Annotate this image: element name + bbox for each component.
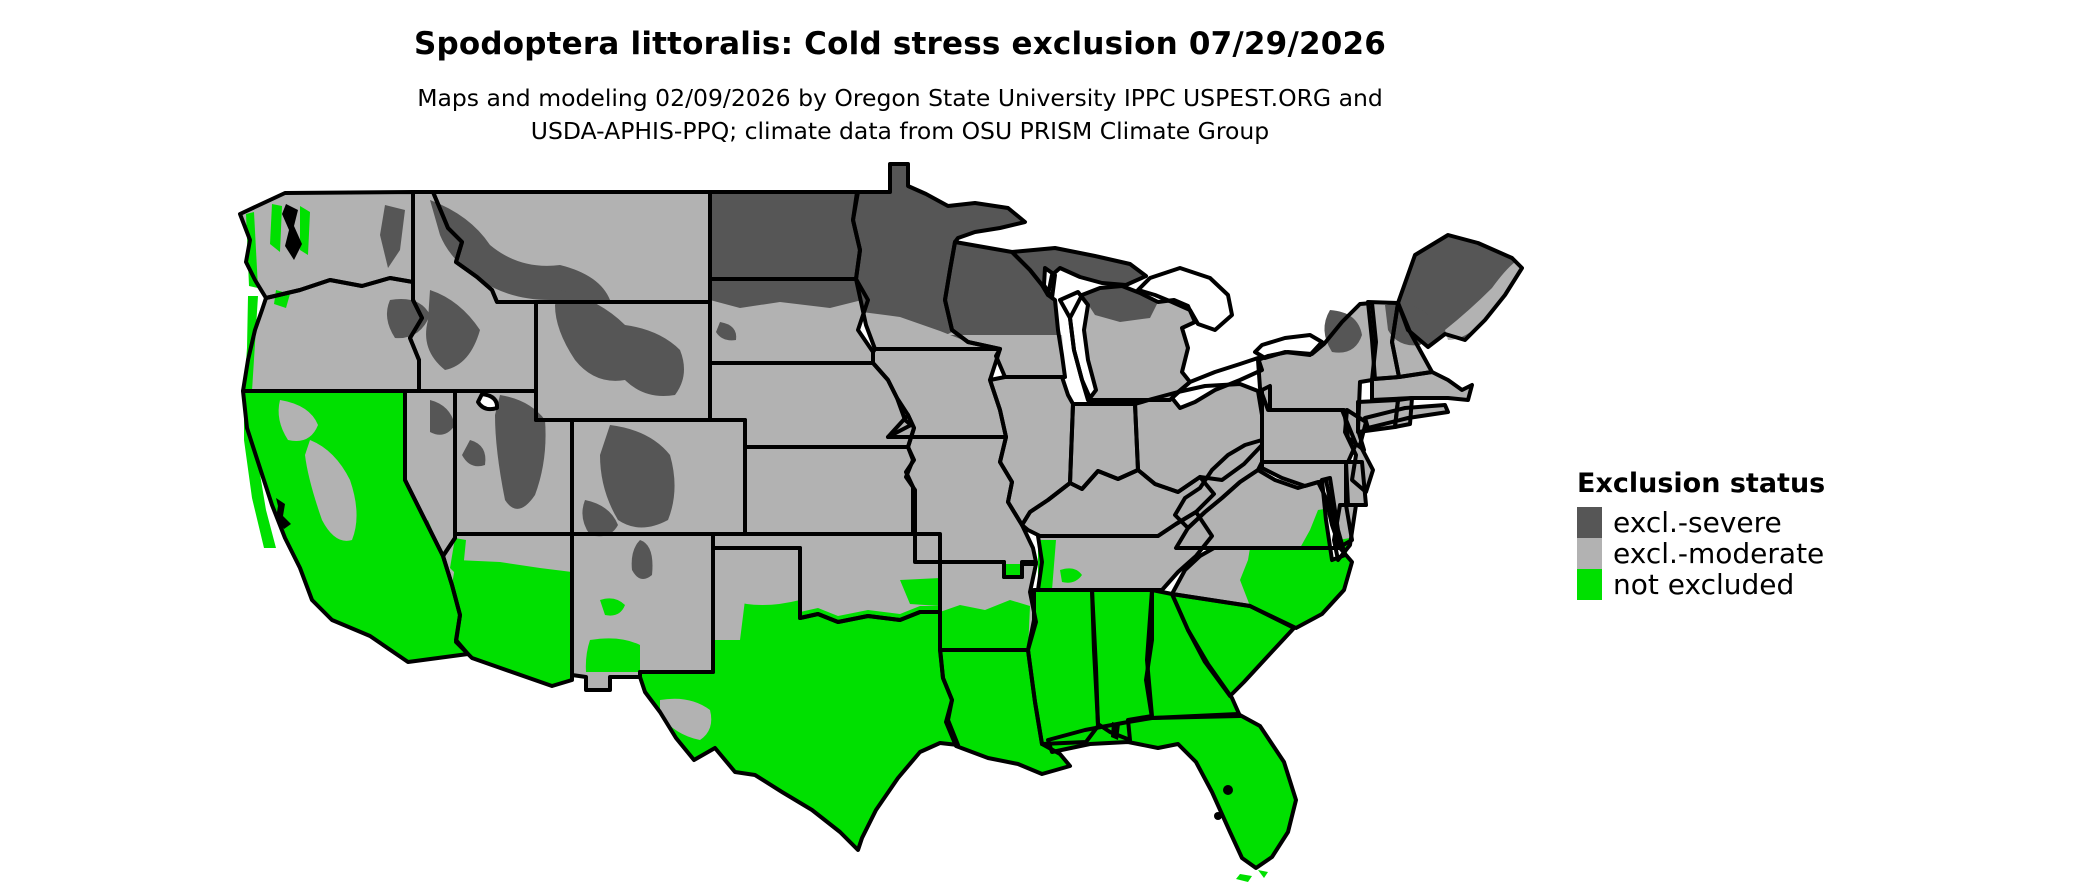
not-excluded-label: not excluded bbox=[1613, 568, 1795, 601]
moderate-sierra-nevada bbox=[305, 440, 357, 541]
severe-wyoming-ranges bbox=[625, 325, 684, 396]
severe-swatch bbox=[1577, 507, 1602, 538]
severe-wasatch bbox=[495, 395, 546, 509]
puget-sound-mark bbox=[282, 204, 302, 260]
legend-item-moderate: excl.-moderate bbox=[1577, 538, 1997, 569]
lake-huron bbox=[1136, 266, 1234, 332]
green-south-tennessee-dots bbox=[1060, 568, 1082, 583]
moderate-southwest-minnesota bbox=[862, 312, 1000, 349]
green-region-overlays bbox=[244, 204, 1352, 882]
great-salt-lake bbox=[476, 392, 500, 412]
moderate-north-california bbox=[278, 400, 318, 441]
san-francisco-bay-mark bbox=[276, 498, 291, 529]
severe-cascades bbox=[380, 205, 405, 268]
moderate-maine-coast bbox=[1445, 262, 1522, 340]
severe-yellowstone bbox=[555, 290, 633, 381]
legend-title: Exclusion status bbox=[1577, 468, 1826, 499]
green-south-arizona bbox=[452, 560, 572, 686]
water-detail-marks bbox=[276, 204, 1233, 820]
green-puget-east bbox=[300, 206, 310, 255]
green-south-new-mexico-1 bbox=[585, 638, 640, 672]
moderate-west-texas-2 bbox=[660, 698, 712, 740]
page-subtitle-line2: USDA-APHIS-PPQ; climate data from OSU PR… bbox=[530, 117, 1270, 145]
moderate-label: excl.-moderate bbox=[1613, 537, 1825, 570]
state-kansas bbox=[745, 447, 914, 534]
moderate-swatch bbox=[1577, 538, 1602, 569]
severe-black-hills bbox=[716, 322, 737, 341]
green-florida-keys-2 bbox=[1258, 870, 1268, 878]
state-north-dakota bbox=[710, 192, 860, 279]
green-south-arkansas bbox=[940, 600, 1030, 650]
severe-nevada-peaks-1 bbox=[430, 400, 455, 435]
page-title: Spodoptera littoralis: Cold stress exclu… bbox=[413, 26, 1387, 62]
severe-colorado-rockies bbox=[600, 425, 675, 528]
legend: Exclusion status excl.-severe excl.-mode… bbox=[1577, 468, 1997, 600]
charlotte-harbor-mark bbox=[1214, 812, 1222, 820]
severe-region-overlays bbox=[380, 200, 1431, 579]
moderate-west-texas-1 bbox=[713, 595, 745, 640]
severe-san-juan bbox=[582, 500, 618, 537]
green-east-north-carolina bbox=[1240, 548, 1352, 628]
green-pacific-coast-strip bbox=[244, 296, 276, 548]
green-missouri-bootheel bbox=[1006, 564, 1020, 576]
severe-nevada-peaks-2 bbox=[462, 440, 486, 467]
severe-north-rockies bbox=[430, 200, 610, 305]
moderate-texas-panhandle bbox=[713, 548, 800, 605]
green-south-new-mexico-2 bbox=[600, 598, 625, 616]
not-excluded-swatch bbox=[1577, 569, 1602, 600]
legend-item-not-excluded: not excluded bbox=[1577, 569, 1997, 600]
severe-central-idaho bbox=[426, 290, 480, 370]
severe-north-south-dakota bbox=[710, 280, 862, 308]
severe-adirondacks bbox=[1324, 310, 1362, 353]
green-west-arizona-strip bbox=[450, 538, 466, 580]
mobile-bay-mark bbox=[1111, 722, 1120, 740]
legend-item-severe: excl.-severe bbox=[1577, 507, 1997, 538]
lake-erie bbox=[1170, 356, 1264, 410]
state-florida bbox=[1048, 714, 1296, 868]
green-florida-keys-1 bbox=[1236, 874, 1252, 882]
tampa-bay-mark bbox=[1223, 785, 1233, 795]
green-puget-west bbox=[270, 204, 282, 252]
severe-north-michigan-cap bbox=[1082, 286, 1158, 322]
severe-label: excl.-severe bbox=[1613, 506, 1782, 539]
green-southeast-oklahoma bbox=[900, 578, 940, 606]
severe-sangre-de-cristo bbox=[631, 540, 653, 579]
page-subtitle-line1: Maps and modeling 02/09/2026 by Oregon S… bbox=[417, 84, 1383, 112]
